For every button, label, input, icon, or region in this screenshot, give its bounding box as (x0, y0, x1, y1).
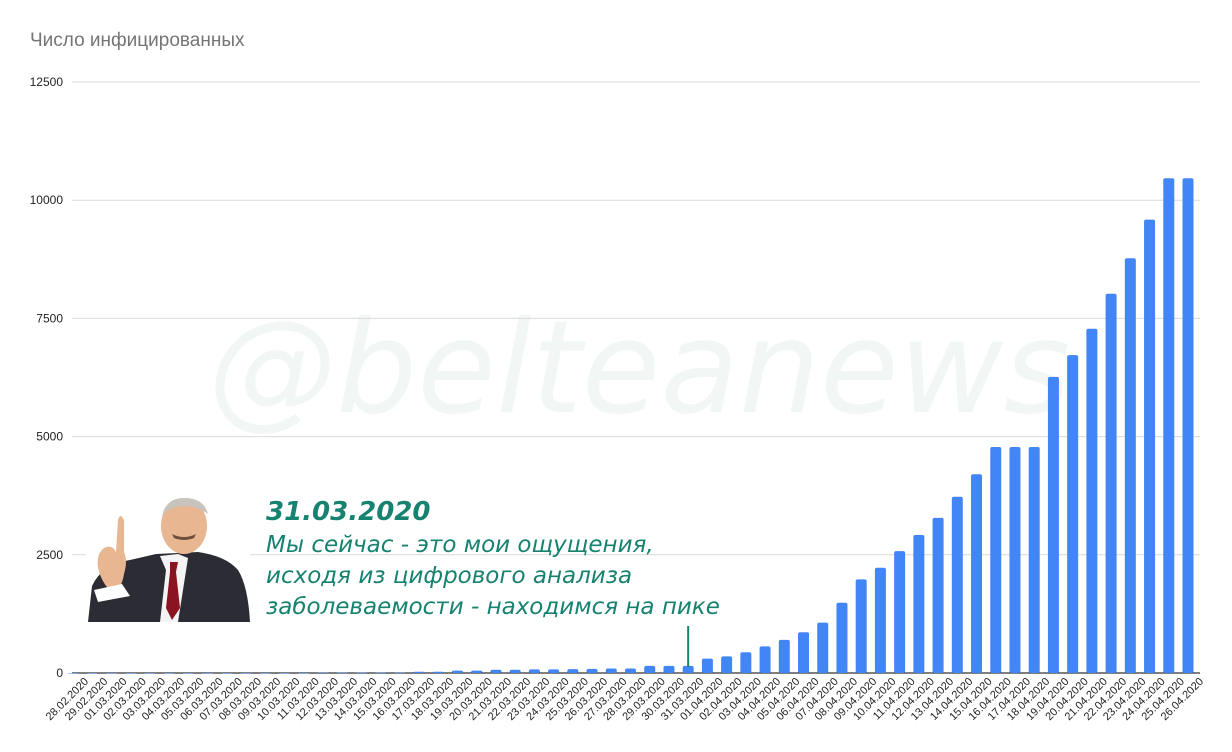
bar-14.04.2020 (951, 496, 963, 673)
bar-26.03.2020 (586, 668, 598, 673)
bar-11.03.2020 (298, 672, 310, 674)
bar-03.04.2020 (740, 652, 752, 673)
speaker-illustration (86, 498, 250, 622)
bar-07.03.2020 (221, 672, 233, 674)
bar-09.03.2020 (259, 672, 271, 674)
bar-16.03.2020 (394, 672, 406, 674)
bar-30.03.2020 (663, 665, 675, 673)
bar-02.04.2020 (721, 656, 733, 673)
bar-07.04.2020 (817, 622, 829, 673)
bar-17.03.2020 (413, 671, 425, 673)
watermark-text: @belteanews (208, 294, 1070, 443)
bar-23.04.2020 (1124, 258, 1136, 673)
bar-13.03.2020 (336, 672, 348, 674)
bar-06.04.2020 (798, 632, 810, 673)
bar-21.03.2020 (490, 669, 502, 673)
y-tick-label: 0 (56, 666, 63, 680)
bar-10.04.2020 (874, 567, 886, 673)
callout-line-2: исходя из цифрового анализа (266, 563, 633, 589)
bar-20.03.2020 (471, 670, 483, 673)
y-tick-label: 7500 (36, 311, 63, 325)
bar-24.04.2020 (1144, 219, 1156, 674)
bar-20.04.2020 (1067, 355, 1079, 673)
bar-21.04.2020 (1086, 328, 1098, 673)
bar-28.02.2020 (67, 672, 79, 674)
bar-04.03.2020 (163, 672, 175, 674)
bar-16.04.2020 (990, 447, 1002, 673)
bar-10.03.2020 (278, 672, 290, 674)
callout-line-1: Мы сейчас - это мои ощущения, (266, 532, 654, 558)
bar-01.03.2020 (105, 672, 117, 674)
bar-01.04.2020 (701, 658, 713, 673)
bar-05.03.2020 (182, 672, 194, 674)
bar-25.03.2020 (567, 669, 579, 673)
bar-17.04.2020 (1009, 447, 1021, 673)
y-tick-label: 5000 (36, 430, 63, 444)
bar-03.03.2020 (144, 672, 156, 674)
bar-23.03.2020 (528, 669, 540, 673)
bar-27.03.2020 (605, 668, 617, 673)
bar-22.03.2020 (509, 669, 521, 673)
bar-19.03.2020 (451, 670, 463, 673)
bar-18.04.2020 (1028, 447, 1040, 673)
bar-25.04.2020 (1163, 178, 1175, 673)
bar-08.04.2020 (836, 602, 848, 673)
bar-18.03.2020 (432, 671, 444, 673)
y-tick-label: 10000 (30, 193, 64, 207)
chart-title: Число инфицированных (30, 30, 245, 51)
bar-13.04.2020 (932, 517, 944, 673)
bar-02.03.2020 (125, 672, 137, 674)
bar-24.03.2020 (548, 669, 560, 673)
bar-31.03.2020 (682, 665, 694, 673)
bar-05.04.2020 (778, 639, 790, 673)
bar-15.04.2020 (971, 474, 983, 673)
bar-11.04.2020 (894, 551, 906, 673)
bar-22.04.2020 (1105, 293, 1117, 673)
bar-12.04.2020 (913, 534, 925, 673)
bar-19.04.2020 (1047, 376, 1059, 673)
bar-29.03.2020 (644, 665, 656, 673)
bar-08.03.2020 (240, 672, 252, 674)
bar-06.03.2020 (202, 672, 214, 674)
y-tick-label: 2500 (36, 548, 63, 562)
callout-quote: 31.03.2020 Мы сейчас - это мои ощущения,… (266, 494, 720, 623)
y-tick-label: 12500 (30, 75, 64, 89)
callout-line-3: заболеваемости - находимся на пике (266, 594, 720, 620)
bar-04.04.2020 (759, 646, 771, 673)
bar-28.03.2020 (625, 668, 636, 673)
bar-12.03.2020 (317, 672, 329, 674)
bar-09.04.2020 (855, 579, 867, 673)
callout-date: 31.03.2020 (266, 497, 431, 527)
bar-29.02.2020 (86, 672, 98, 674)
bar-14.03.2020 (355, 672, 367, 674)
bar-26.04.2020 (1182, 178, 1194, 673)
bar-15.03.2020 (375, 672, 387, 674)
